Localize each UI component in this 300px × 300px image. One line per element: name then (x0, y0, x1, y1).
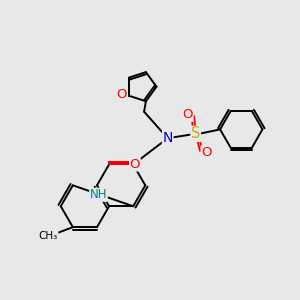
Text: CH₃: CH₃ (39, 231, 58, 241)
Text: S: S (191, 126, 200, 141)
Text: O: O (201, 146, 212, 159)
Text: O: O (130, 158, 140, 171)
Text: O: O (116, 88, 127, 101)
Text: O: O (182, 108, 193, 121)
Text: NH: NH (90, 188, 107, 201)
Text: N: N (163, 131, 173, 145)
